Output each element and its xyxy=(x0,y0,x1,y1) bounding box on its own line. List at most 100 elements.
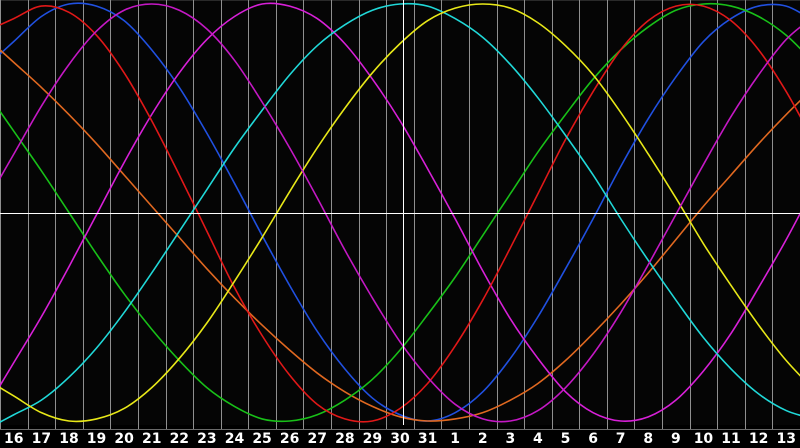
x-axis-tick xyxy=(276,425,277,429)
x-axis-label: 11 xyxy=(721,431,741,447)
x-axis-label: 28 xyxy=(335,431,355,447)
grid-line xyxy=(0,0,1,425)
x-axis-tick xyxy=(579,425,580,429)
x-axis-label: 8 xyxy=(643,431,654,447)
grid-line xyxy=(248,0,249,425)
x-axis-tick xyxy=(662,425,663,429)
grid-line xyxy=(221,0,222,425)
series-line-green-wave xyxy=(0,2,800,423)
grid-line xyxy=(717,0,718,425)
grid-line xyxy=(414,0,415,425)
x-axis-tick xyxy=(0,425,1,429)
x-axis-tick xyxy=(248,425,249,429)
x-axis-label: 27 xyxy=(307,431,327,447)
series-line-red-wave xyxy=(0,3,800,423)
x-axis-label: 23 xyxy=(197,431,217,447)
x-axis-label: 22 xyxy=(169,431,190,447)
x-axis-tick xyxy=(138,425,139,429)
x-axis-label: 4 xyxy=(533,431,543,447)
x-axis-label: 30 xyxy=(390,431,410,447)
x-axis-tick xyxy=(83,425,84,429)
x-axis-label: 17 xyxy=(31,431,52,447)
x-axis-label: 7 xyxy=(615,431,626,447)
grid-line xyxy=(552,0,553,425)
x-axis-tick xyxy=(717,425,718,429)
x-axis-tick xyxy=(441,425,442,429)
x-axis-label: 1 xyxy=(450,431,461,447)
grid-line xyxy=(193,0,194,425)
x-axis-tick xyxy=(772,425,773,429)
x-axis-label: 13 xyxy=(776,431,796,447)
x-axis-tick xyxy=(193,425,194,429)
x-axis-tick xyxy=(745,425,746,429)
x-axis-label: 12 xyxy=(748,431,769,447)
x-axis-tick xyxy=(524,425,525,429)
grid-line xyxy=(303,0,304,425)
grid-line xyxy=(745,0,746,425)
grid-line xyxy=(110,0,111,425)
x-axis-tick xyxy=(690,425,691,429)
grid-line xyxy=(331,0,332,425)
series-line-violet-wave xyxy=(0,3,800,423)
grid-layer xyxy=(0,0,773,425)
grid-line xyxy=(386,0,387,425)
x-axis-tick xyxy=(110,425,111,429)
grid-line xyxy=(28,0,29,425)
x-axis-tick xyxy=(303,425,304,429)
series-line-orange-wave xyxy=(0,48,800,422)
x-axis-tick xyxy=(469,425,470,429)
grid-line xyxy=(662,0,663,425)
grid-line xyxy=(138,0,139,425)
x-axis-label: 29 xyxy=(362,431,383,447)
x-axis-tick xyxy=(607,425,608,429)
x-axis-label: 26 xyxy=(279,431,300,447)
x-axis-tick xyxy=(55,425,56,429)
x-axis-tick xyxy=(552,425,553,429)
series-line-magenta-wave xyxy=(0,2,800,422)
x-axis-label: 19 xyxy=(86,431,107,447)
grid-line xyxy=(772,0,773,425)
today-marker-line xyxy=(403,0,404,425)
x-axis-label: 31 xyxy=(417,431,438,447)
grid-line xyxy=(359,0,360,425)
plot-area xyxy=(0,0,800,425)
grid-line xyxy=(634,0,635,425)
series-line-cyan-wave xyxy=(0,2,800,423)
grid-line xyxy=(579,0,580,425)
plot-top-border xyxy=(0,0,800,1)
x-axis-tick xyxy=(386,425,387,429)
zero-axis-line xyxy=(0,213,800,214)
x-axis-label: 5 xyxy=(560,431,571,447)
curve-layer xyxy=(0,2,800,423)
grid-line xyxy=(469,0,470,425)
x-axis-label: 2 xyxy=(477,431,488,447)
grid-line xyxy=(607,0,608,425)
x-axis-tick xyxy=(414,425,415,429)
x-axis-tick xyxy=(166,425,167,429)
x-axis-tick xyxy=(634,425,635,429)
axis-rule xyxy=(0,429,800,430)
grid-line xyxy=(524,0,525,425)
axis-layer xyxy=(0,0,800,425)
x-axis-tick xyxy=(331,425,332,429)
x-axis-label: 3 xyxy=(505,431,516,447)
x-axis-tick xyxy=(28,425,29,429)
x-axis-tick xyxy=(221,425,222,429)
x-axis-tick xyxy=(359,425,360,429)
grid-line xyxy=(441,0,442,425)
x-axis-label: 20 xyxy=(114,431,134,447)
x-axis-label: 10 xyxy=(693,431,714,447)
grid-line xyxy=(690,0,691,425)
x-axis-label: 6 xyxy=(588,431,598,447)
grid-line xyxy=(83,0,84,425)
x-axis-tick xyxy=(497,425,498,429)
x-axis-label: 16 xyxy=(4,431,24,447)
x-axis-label: 9 xyxy=(670,431,681,447)
grid-line xyxy=(166,0,167,425)
x-axis-label: 18 xyxy=(59,431,79,447)
grid-line xyxy=(55,0,56,425)
x-axis-label-strip: 16 17 18 19 20 21 22 23 24 25 26 27 28 29 30 31 1 2 3 4 5 6 7 8… xyxy=(0,425,800,448)
x-axis-label: 25 xyxy=(252,431,272,447)
series-line-yellow-wave xyxy=(0,3,800,423)
